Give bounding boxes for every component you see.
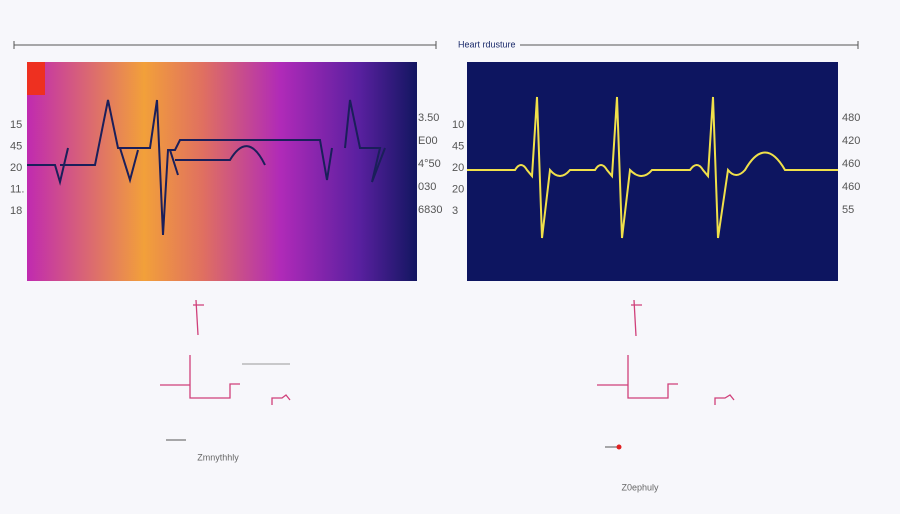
dot: [616, 444, 622, 450]
axis-label: 18: [10, 205, 22, 217]
axis-label: 3.50: [418, 112, 439, 124]
axis-label: E00: [418, 135, 438, 147]
axis-label: 460: [842, 158, 860, 170]
axis-label: 6830: [418, 204, 442, 216]
axis-label: 4°50: [418, 158, 441, 170]
left-mini-ecg: [160, 299, 291, 405]
axis-label: 20: [10, 162, 22, 174]
left-panel: [27, 62, 417, 281]
left-ecg: [27, 99, 386, 236]
axis-label: 15: [10, 119, 22, 131]
axis-label: 11.: [10, 183, 24, 195]
title: Heart rdusture: [458, 39, 516, 49]
top-rules: [13, 41, 859, 49]
axis-label: 460: [842, 181, 860, 193]
right-mini-ecg: [597, 299, 735, 405]
marker: [27, 62, 45, 95]
axis-label: 20: [452, 162, 464, 174]
caption: Zmnythhly: [197, 452, 239, 462]
right-panel: [467, 62, 838, 281]
axis-label: 55: [842, 204, 854, 216]
caption: Z0ephuly: [621, 482, 659, 492]
axis-label: 45: [452, 140, 464, 152]
axis-label: 45: [10, 140, 22, 152]
axis-label: 3: [452, 205, 458, 217]
axis-label: 480: [842, 112, 860, 124]
right-ecg: [467, 96, 838, 239]
axis-label: 420: [842, 135, 860, 147]
axis-label: 10: [452, 119, 464, 131]
axis-label: 20: [452, 183, 464, 195]
axis-label: 030: [418, 181, 436, 193]
